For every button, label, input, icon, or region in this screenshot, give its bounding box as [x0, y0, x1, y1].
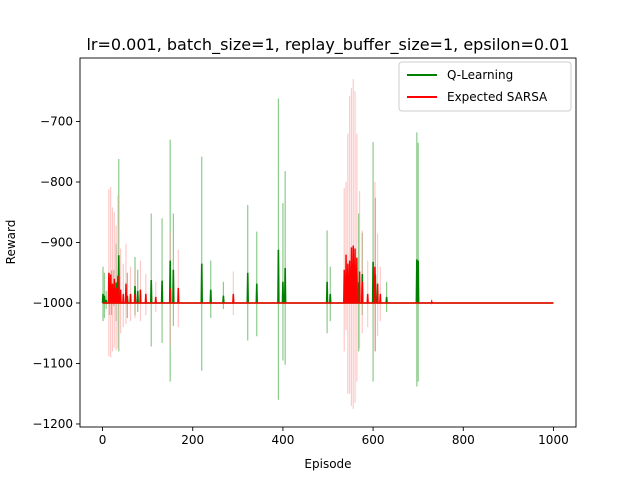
- y-tick-label: −1100: [32, 356, 73, 370]
- x-tick-label: 200: [181, 433, 204, 447]
- x-tick-label: 0: [99, 433, 107, 447]
- y-tick-label: −800: [40, 175, 73, 189]
- series-lines: [101, 245, 554, 304]
- y-tick-label: −1000: [32, 296, 73, 310]
- y-axis: −1200 −1100 −1000 −900 −800 −700: [32, 115, 80, 431]
- x-tick-label: 600: [362, 433, 385, 447]
- legend-box: [398, 61, 572, 112]
- legend: Q-Learning Expected SARSA: [398, 61, 572, 112]
- legend-label-expected-sarsa: Expected SARSA: [447, 90, 548, 104]
- chart-title: lr=0.001, batch_size=1, replay_buffer_si…: [86, 35, 569, 55]
- y-axis-label: Reward: [4, 220, 18, 265]
- x-tick-label: 800: [452, 433, 475, 447]
- x-tick-label: 1000: [538, 433, 569, 447]
- x-axis-label: Episode: [304, 457, 351, 471]
- x-tick-label: 400: [271, 433, 294, 447]
- y-tick-label: −1200: [32, 417, 73, 431]
- y-tick-label: −700: [40, 115, 73, 129]
- y-tick-label: −900: [40, 236, 73, 250]
- legend-label-q-learning: Q-Learning: [447, 68, 513, 82]
- series-line-expected-sarsa: [102, 245, 554, 304]
- x-axis: 0 200 400 600 800 1000: [99, 427, 569, 447]
